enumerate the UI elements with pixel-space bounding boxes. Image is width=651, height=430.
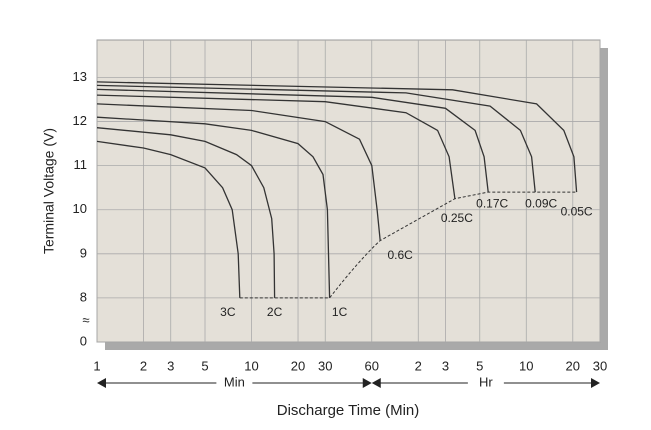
unit-label: Hr — [479, 374, 493, 389]
y-tick-label: 12 — [73, 113, 87, 128]
end-voltage-guide — [239, 191, 577, 299]
y-tick-label: 10 — [73, 201, 87, 216]
x-axis-label: Discharge Time (Min) — [277, 402, 420, 419]
plot-area — [96, 39, 601, 343]
x-tick-label: 2 — [415, 358, 422, 373]
series-label: 0.17C — [476, 196, 508, 210]
x-tick-label: 20 — [291, 358, 305, 373]
y-axis-label: Terminal Voltage (V) — [41, 128, 57, 254]
series-label: 0.09C — [525, 196, 557, 210]
x-tick-label: 20 — [566, 358, 580, 373]
x-tick-label: 2 — [140, 358, 147, 373]
y-tick-label: 11 — [74, 157, 88, 172]
series-label: 0.25C — [441, 211, 473, 225]
x-tick-label: 3 — [167, 358, 174, 373]
x-tick-label: 30 — [593, 358, 607, 373]
curve — [96, 88, 489, 193]
y-tick-label: 13 — [73, 69, 87, 84]
unit-label: Min — [224, 374, 245, 389]
curve — [96, 140, 241, 298]
series-label: 0.05C — [561, 204, 593, 218]
axis-break: ≈ — [82, 312, 89, 327]
y-tick-label: 9 — [80, 245, 87, 260]
x-tick-label: 60 — [365, 358, 379, 373]
series-label: 0.6C — [387, 248, 413, 262]
curve — [96, 94, 456, 199]
x-tick-label: 10 — [519, 358, 533, 373]
curve — [96, 103, 381, 241]
curve — [96, 116, 331, 298]
x-tick-label: 10 — [244, 358, 258, 373]
y-tick-label: 8 — [80, 289, 87, 304]
x-tick-label: 5 — [476, 358, 483, 373]
x-tick-label: 1 — [93, 358, 100, 373]
series-label: 1C — [332, 305, 348, 319]
curve — [96, 81, 578, 193]
curve — [96, 127, 276, 298]
curve — [96, 84, 536, 193]
x-tick-label: 3 — [442, 358, 449, 373]
series-label: 3C — [220, 305, 236, 319]
series-label: 2C — [267, 305, 283, 319]
x-tick-label: 5 — [201, 358, 208, 373]
y-tick-label: 0 — [80, 333, 87, 348]
x-tick-label: 30 — [318, 358, 332, 373]
